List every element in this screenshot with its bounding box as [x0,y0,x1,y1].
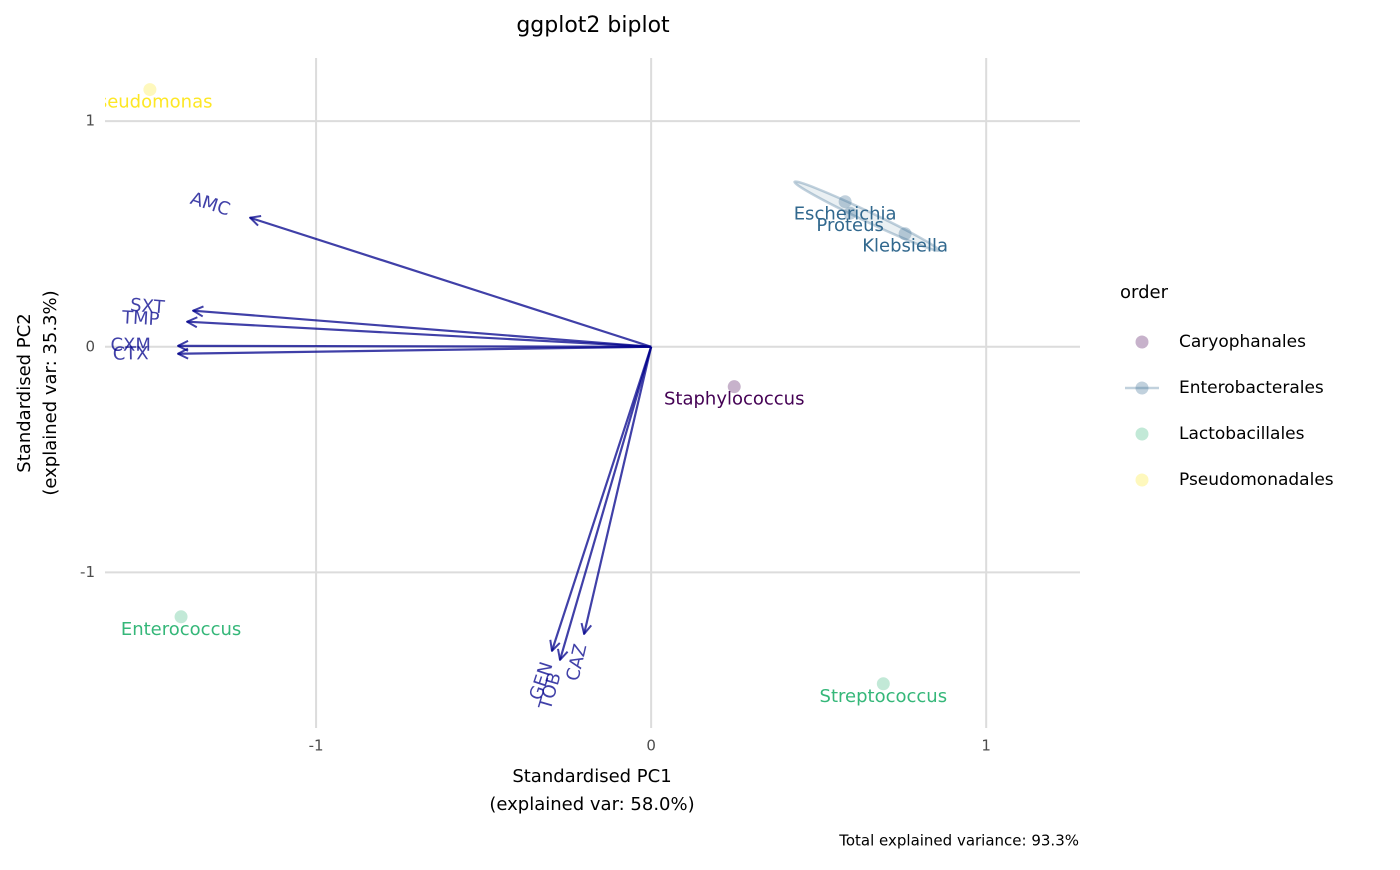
legend-label: Caryophanales [1179,332,1306,352]
loading-arrow [250,218,652,348]
point-label: Klebsiella [862,236,948,257]
loading-label: CTX [113,343,149,365]
y-tick-label: -1 [80,563,95,581]
point-label: Escherichia [794,204,897,225]
point-label: Streptococcus [820,686,948,707]
legend-key [1135,335,1149,349]
chart-title: ggplot2 biplot [516,13,670,38]
loading-arrow [178,345,652,354]
loading-arrow [552,346,653,651]
point-label: Pseudomonas [87,92,212,113]
y-tick-label: 0 [85,337,95,355]
loading-arrow [178,346,652,347]
x-tick-label: 1 [981,737,991,755]
legend-key [1135,427,1149,441]
loading-label: CXM [110,335,150,356]
point [876,677,890,691]
legend-label: Enterobacterales [1179,378,1324,398]
loading-arrow [584,346,653,634]
point-label: Staphylococcus [664,389,805,410]
loading-arrow [193,311,652,348]
loading-label: TMP [120,307,160,330]
group-ellipse [793,180,941,253]
loading-arrow [560,346,653,660]
point [843,206,857,220]
point [838,195,852,209]
point [898,227,912,241]
loading-arrow [187,322,652,348]
y-tick-label: 1 [85,112,95,130]
legend-label: Lactobacillales [1179,424,1305,444]
caption: Total explained variance: 93.3% [838,832,1079,850]
loading-label: AMC [188,188,233,220]
point-label: Enterococcus [121,619,241,640]
panel: Staphylococcus EscherichiaProteusKlebsiel… [87,58,1080,728]
point [727,380,741,394]
y-axis-title: Standardised PC2 [14,313,35,472]
x-tick-label: -1 [309,737,324,755]
legend-key [1135,473,1149,487]
loading-label: SXT [129,295,166,319]
point-label: Proteus [816,215,883,236]
y-axis-title: (explained var: 35.3%) [40,290,61,495]
legend-title: order [1120,282,1169,303]
point [143,83,157,97]
x-axis-title: (explained var: 58.0%) [489,794,694,815]
loading-label: CAZ [562,642,591,683]
point [174,610,188,624]
x-axis-title: Standardised PC1 [512,766,671,787]
x-tick-label: 0 [646,737,656,755]
legend-label: Pseudomonadales [1179,470,1334,490]
legend-key [1135,381,1149,395]
